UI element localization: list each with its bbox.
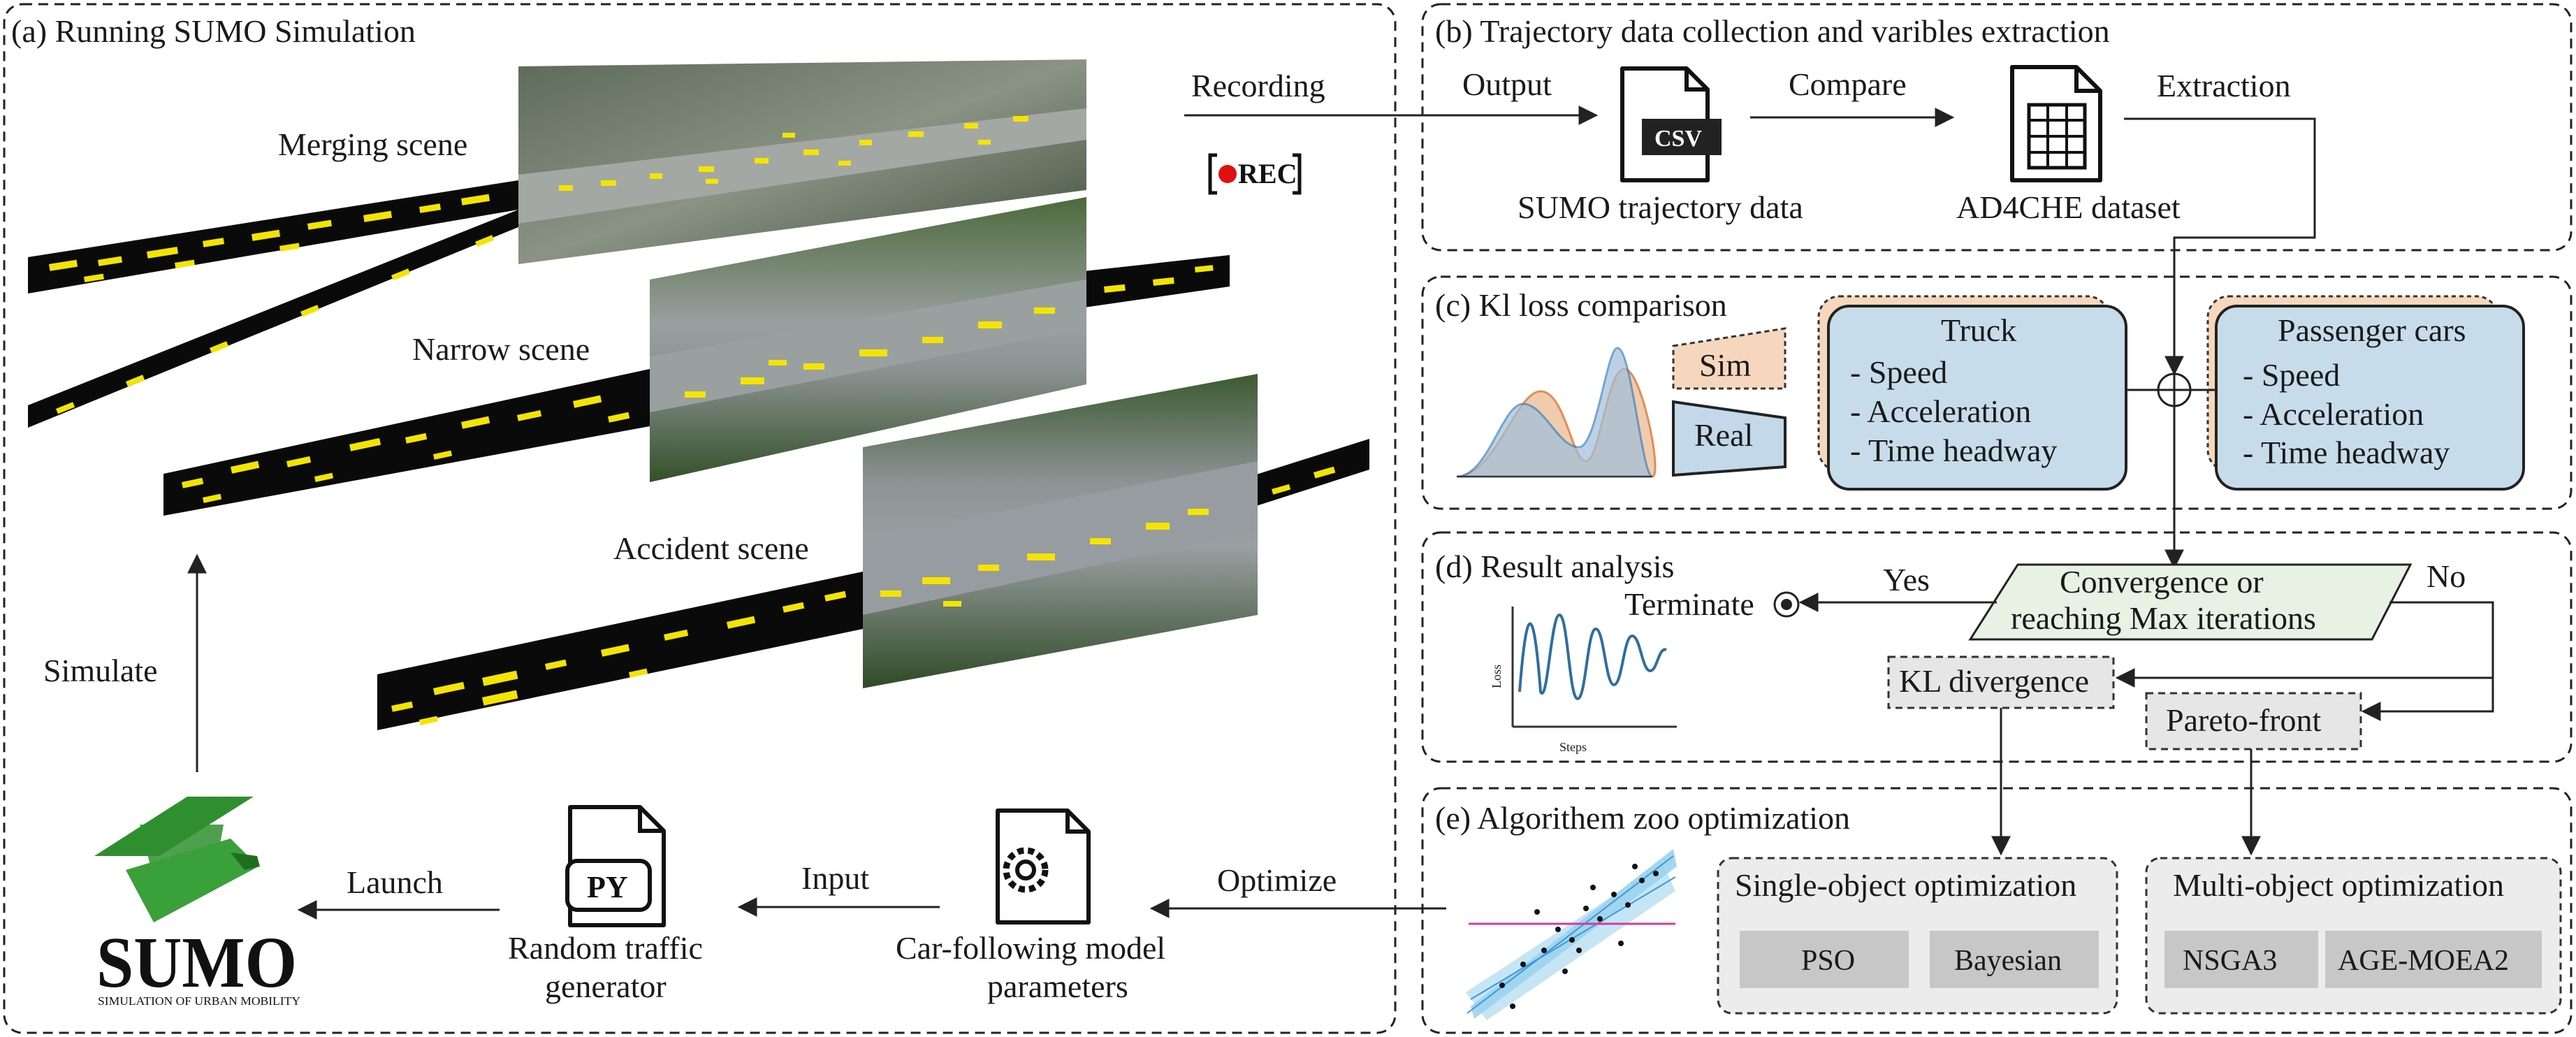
single-object-group: Single-object optimization PSO Bayesian: [1717, 857, 2118, 1015]
pareto-label: Pareto-front: [2166, 702, 2321, 738]
csv-label: SUMO trajectory data: [1518, 189, 1803, 225]
panel-c-frame: [1421, 275, 2573, 510]
kl-divergence-box: KL divergence: [1887, 655, 2115, 709]
pso-label: PSO: [1801, 945, 1855, 977]
sum-junction-icon: [2157, 372, 2192, 407]
multi-object-title: Multi-object optimization: [2173, 867, 2504, 903]
simulate-label: Simulate: [43, 653, 158, 688]
input-label: Input: [801, 860, 869, 896]
output-label: Output: [1462, 66, 1552, 102]
nsga3-label: NSGA3: [2183, 945, 2277, 977]
truck-item-speed: - Speed: [1850, 354, 1947, 390]
kl-divergence-label: KL divergence: [1899, 663, 2089, 699]
sumo-logo-text: SUMO: [96, 922, 297, 1003]
bayesian-box: [1930, 931, 2099, 988]
passenger-cars-box: Passenger cars - Speed - Acceleration - …: [2206, 295, 2525, 491]
truck-item-headway: - Time headway: [1850, 433, 2057, 468]
py-badge: PY: [587, 870, 628, 904]
accident-aerial-image: [863, 374, 1258, 688]
panel-b-frame: [1421, 3, 2573, 252]
terminate-label: Terminate: [1624, 586, 1754, 622]
agemoea2-box: [2325, 931, 2542, 988]
rec-icon: REC: [1208, 153, 1302, 195]
cars-item-acceleration: - Acceleration: [2243, 396, 2424, 432]
decision-line2: reaching Max iterations: [2011, 600, 2316, 636]
steps-axis-label: Steps: [1559, 740, 1587, 754]
loss-axis-label: Loss: [1490, 665, 1504, 688]
real-legend-box: Real: [1672, 400, 1787, 477]
panel-d-title: (d) Result analysis: [1435, 549, 1674, 584]
extraction-label: Extraction: [2157, 68, 2291, 103]
yes-label: Yes: [1883, 562, 1930, 597]
decision-line1: Convergence or: [2060, 564, 2264, 600]
distribution-plot: [1456, 347, 1657, 478]
compare-label: Compare: [1789, 66, 1907, 102]
accident-scene-label: Accident scene: [613, 530, 809, 566]
panel-d-frame: [1421, 531, 2573, 763]
loss-plot: Loss Steps: [1490, 607, 1677, 754]
cars-item-speed: - Speed: [2243, 357, 2340, 393]
dataset-file-icon: [2010, 65, 2102, 182]
merging-road: [28, 91, 1086, 428]
extraction-arrow: [2124, 117, 2316, 376]
params-label-line2: parameters: [987, 969, 1128, 1004]
csv-badge: CSV: [1654, 126, 1702, 152]
real-label: Real: [1694, 417, 1753, 453]
cars-title: Passenger cars: [2278, 312, 2466, 348]
dataset-label: AD4CHE dataset: [1956, 189, 2181, 225]
pso-box: [1740, 931, 1909, 988]
no-arrow-kl: [2115, 601, 2494, 688]
panel-a-frame: [3, 3, 1397, 1034]
accident-road: [377, 439, 1369, 730]
sumo-tagline: SIMULATION OF URBAN MOBILITY: [98, 994, 300, 1008]
truck-item-acceleration: - Acceleration: [1850, 393, 2031, 429]
panel-e-title: (e) Algorithem zoo optimization: [1435, 800, 1850, 836]
sim-label: Sim: [1699, 347, 1751, 383]
sumo-logo: SUMO SIMULATION OF URBAN MOBILITY: [94, 797, 300, 1008]
narrow-aerial-image: [650, 197, 1086, 482]
recording-label: Recording: [1191, 68, 1325, 103]
cars-item-headway: - Time headway: [2243, 435, 2450, 470]
panel-c-title: (c) Kl loss comparison: [1435, 287, 1727, 323]
py-label-line2: generator: [545, 969, 667, 1004]
rec-label: REC: [1238, 158, 1297, 189]
params-label-line1: Car-following model: [896, 930, 1165, 966]
panel-e-frame: [1421, 787, 2573, 1034]
narrow-road: [163, 255, 1230, 516]
no-label: No: [2426, 558, 2466, 594]
py-file-icon: PY: [565, 805, 666, 927]
nsga3-box: [2164, 931, 2318, 988]
truck-box: Truck - Speed - Acceleration - Time head…: [1817, 295, 2127, 491]
truck-title: Truck: [1941, 312, 2016, 348]
params-file-icon: [996, 808, 1091, 924]
panel-a-title: (a) Running SUMO Simulation: [11, 13, 416, 49]
decision-node: Convergence or reaching Max iterations: [1968, 563, 2413, 641]
merging-aerial-image: [518, 59, 1086, 264]
sim-legend-box: Sim: [1672, 327, 1787, 390]
regression-scatter-plot: [1466, 849, 1677, 1020]
terminate-icon: [1773, 591, 1800, 618]
single-object-title: Single-object optimization: [1735, 867, 2076, 903]
optimize-label: Optimize: [1217, 862, 1337, 898]
agemoea2-label: AGE-MOEA2: [2338, 945, 2509, 977]
csv-file-icon: CSV: [1620, 66, 1722, 182]
multi-object-group: Multi-object optimization NSGA3 AGE-MOEA…: [2145, 857, 2562, 1015]
pareto-box: Pareto-front: [2145, 692, 2362, 750]
py-label-line1: Random traffic: [508, 930, 703, 966]
launch-label: Launch: [347, 864, 443, 900]
merging-scene-label: Merging scene: [278, 126, 467, 162]
narrow-scene-label: Narrow scene: [412, 331, 590, 367]
panel-b-title: (b) Trajectory data collection and varib…: [1435, 13, 2110, 49]
no-arrow-pareto: [2361, 678, 2494, 721]
bayesian-label: Bayesian: [1954, 945, 2062, 977]
